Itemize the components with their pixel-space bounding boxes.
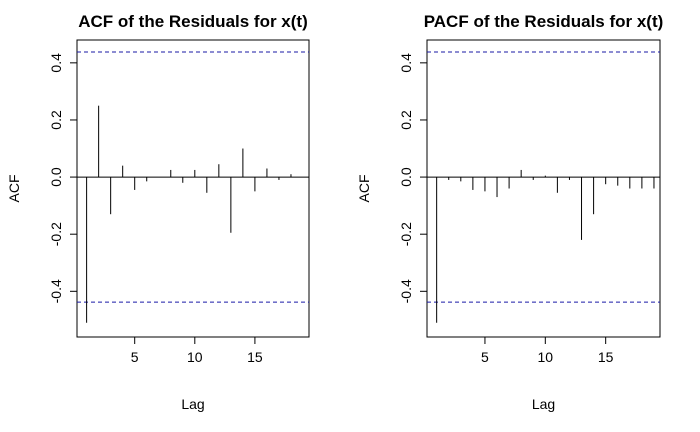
pacf-y-tick-label-3: 0.2 [398, 110, 414, 130]
pacf-y-tick-label-0: -0.4 [398, 279, 414, 303]
acf-x-tick-label-10: 10 [187, 349, 203, 365]
pacf-x-axis-label: Lag [532, 396, 555, 412]
pacf-y-tick-label-2: 0.0 [398, 167, 414, 187]
pacf-chart-title: PACF of the Residuals for x(t) [424, 12, 664, 31]
pacf-plot-frame [426, 39, 661, 338]
pacf-y-tick-label-1: -0.2 [398, 222, 414, 246]
acf-x-axis-label: Lag [181, 396, 204, 412]
acf-plot-frame [76, 39, 310, 338]
pacf-x-tick-label-5: 5 [481, 349, 489, 365]
acf-x-tick-label-5: 5 [131, 349, 139, 365]
acf-y-tick-label-1: -0.2 [48, 222, 64, 246]
pacf-x-tick-label-10: 10 [538, 349, 554, 365]
acf-y-tick-label-0: -0.4 [48, 279, 64, 303]
acf-y-axis-label: ACF [6, 175, 22, 203]
pacf-y-tick-label-4: 0.4 [398, 53, 414, 73]
acf-y-tick-label-4: 0.4 [48, 53, 64, 73]
pacf-panel: PACF of the Residuals for x(t) 5 10 15 -0.4 -… [356, 12, 663, 412]
acf-y-tick-label-3: 0.2 [48, 110, 64, 130]
acf-panel: ACF of the Residuals for x(t) 5 10 15 -0.4 -0… [6, 12, 310, 412]
pacf-x-tick-label-15: 15 [598, 349, 614, 365]
acf-y-tick-label-2: 0.0 [48, 167, 64, 187]
acf-chart-title: ACF of the Residuals for x(t) [78, 12, 308, 31]
acf-x-tick-label-15: 15 [247, 349, 263, 365]
pacf-y-axis-label: ACF [356, 175, 372, 203]
